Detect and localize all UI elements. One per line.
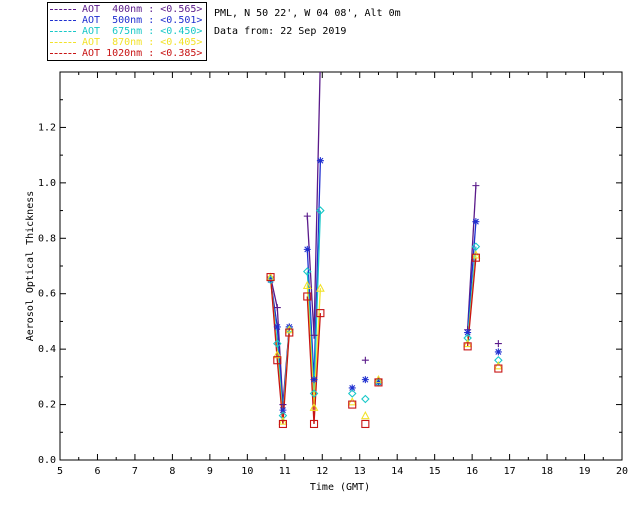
x-tick-label: 8 (169, 466, 175, 477)
data-point (494, 348, 502, 356)
chart-axes: 5 6 7 8 9 10 11 12 13 14 15 16 17 18 19 20 0.0 0.2 0.4 0.6 0… (38, 71, 628, 477)
data-point (463, 342, 472, 351)
data-point (317, 55, 324, 62)
data-point (310, 376, 318, 384)
data-point (361, 419, 370, 429)
legend-swatch-400nm (50, 9, 76, 10)
x-tick-label: 17 (504, 466, 516, 477)
data-point (348, 384, 356, 392)
chart-lines (269, 72, 477, 425)
legend-item-400nm: AOT 400nm : <0.565> (50, 4, 206, 15)
x-tick-label: 10 (241, 466, 253, 477)
data-point (464, 329, 472, 337)
data-point (316, 157, 324, 165)
data-point (472, 218, 480, 226)
data-point (494, 355, 503, 365)
y-tick-label: 1.2 (38, 122, 56, 133)
legend-item-675nm: AOT 675nm : <0.450> (50, 26, 206, 37)
x-tick-label: 12 (316, 466, 328, 477)
x-axis-label: Time (GMT) (310, 482, 370, 493)
legend-item-500nm: AOT 500nm : <0.501> (50, 15, 206, 26)
series-line (306, 210, 322, 394)
data-point (315, 283, 325, 292)
data-point (303, 245, 311, 253)
data-point (361, 356, 369, 364)
legend-swatch-675nm (50, 31, 76, 32)
data-point (494, 364, 503, 373)
legend-label-870nm: AOT 870nm : <0.405> (82, 37, 203, 48)
data-point (494, 340, 502, 348)
y-tick-label: 0.0 (38, 455, 56, 466)
data-point (303, 212, 311, 220)
legend-label-675nm: AOT 675nm : <0.450> (82, 26, 203, 37)
x-tick-label: 9 (207, 466, 213, 477)
x-tick-label: 7 (132, 466, 138, 477)
series-line (306, 296, 322, 425)
data-point (374, 378, 383, 387)
data-point (471, 242, 481, 251)
y-axis-label: Aerosol Optical Thickness (25, 191, 36, 342)
y-tick-label: 0.6 (38, 289, 56, 300)
data-point (272, 350, 282, 359)
legend-label-1020nm: AOT 1020nm : <0.385> (82, 48, 203, 59)
site-location: PML, N 50 22', W 04 08', Alt 0m (214, 8, 401, 19)
x-tick-label: 13 (354, 466, 366, 477)
legend-swatch-1020nm (50, 53, 76, 54)
data-point (310, 331, 318, 339)
data-point (463, 333, 472, 343)
data-point (273, 356, 282, 365)
x-tick-label: 18 (541, 466, 553, 477)
x-tick-label: 16 (466, 466, 478, 477)
x-tick-label: 19 (579, 466, 591, 477)
data-point (309, 389, 319, 398)
legend-label-500nm: AOT 500nm : <0.501> (82, 15, 203, 26)
y-tick-label: 0.4 (38, 344, 56, 355)
data-point (279, 406, 287, 414)
data-point (348, 400, 357, 409)
data-point (303, 267, 312, 276)
x-tick-label: 6 (94, 466, 100, 477)
data-point (347, 389, 357, 398)
data-point (266, 273, 275, 282)
x-tick-label: 11 (279, 466, 291, 477)
legend-swatch-500nm (50, 20, 76, 21)
data-point (302, 280, 312, 289)
data-date: Data from: 22 Sep 2019 (214, 26, 347, 37)
x-tick-label: 15 (429, 466, 441, 477)
legend-swatch-870nm (50, 42, 76, 43)
legend: AOT 400nm : <0.565> AOT 500nm : <0.501> … (47, 2, 207, 61)
chart-markers (266, 55, 503, 429)
data-point (360, 410, 370, 420)
y-tick-label: 0.2 (38, 400, 56, 411)
series-line (466, 221, 477, 333)
legend-label-400nm: AOT 400nm : <0.565> (82, 4, 203, 15)
data-point (472, 182, 480, 190)
data-point (273, 304, 281, 312)
data-point (361, 394, 370, 404)
data-point (316, 309, 325, 318)
data-point (285, 328, 294, 337)
data-point (273, 323, 281, 331)
legend-item-870nm: AOT 870nm : <0.405> (50, 37, 206, 48)
data-point (303, 292, 312, 301)
data-point (316, 206, 325, 215)
data-point (361, 376, 369, 384)
x-tick-label: 14 (391, 466, 403, 477)
x-tick-label: 5 (57, 466, 63, 477)
legend-item-1020nm: AOT 1020nm : <0.385> (50, 48, 206, 59)
y-tick-label: 0.8 (38, 233, 56, 244)
data-point (309, 402, 319, 411)
plot-frame (59, 71, 623, 461)
data-point (309, 419, 319, 429)
y-tick-label: 1.0 (38, 178, 56, 189)
x-tick-label: 20 (616, 466, 628, 477)
series-line (306, 285, 322, 408)
data-point (273, 339, 282, 348)
data-point (278, 411, 288, 420)
data-point (278, 419, 287, 429)
data-point (471, 253, 480, 262)
series-line (269, 277, 290, 425)
